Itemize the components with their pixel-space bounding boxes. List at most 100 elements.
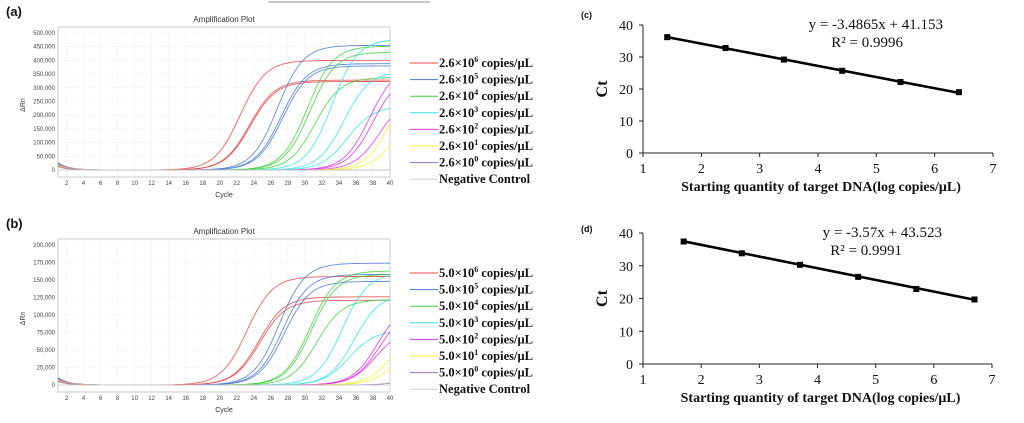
x-tick-label: 18 (199, 181, 206, 187)
trendline (683, 240, 975, 302)
x-tick-label: 22 (233, 396, 240, 402)
legend-entry: 2.6×104 copies/μL (439, 88, 533, 103)
legend-entry: 5.0×106 copies/μL (439, 265, 533, 280)
data-point (971, 296, 978, 303)
y-tick-label: 40 (619, 19, 633, 34)
x-tick-label: 3 (756, 373, 763, 388)
y-tick-label: 500,000 (33, 31, 55, 37)
y-tick-label: 125,000 (33, 296, 55, 302)
legend-entry: 5.0×104 copies/μL (439, 298, 533, 313)
x-tick-label: 40 (387, 396, 394, 402)
y-axis-label: ΔRn (20, 98, 27, 112)
x-tick-label: 6 (99, 396, 103, 402)
x-tick-label: 4 (814, 373, 821, 388)
y-tick-label: 0 (52, 383, 56, 389)
x-tick-label: 34 (336, 396, 343, 402)
legend-entry: 2.6×101 copies/μL (439, 138, 533, 153)
x-tick-label: 12 (148, 396, 155, 402)
x-tick-label: 32 (319, 181, 326, 187)
data-point (722, 45, 729, 52)
y-tick-label: 50,000 (37, 348, 56, 354)
r-squared: R² = 0.9991 (830, 243, 902, 259)
data-point (664, 34, 671, 41)
y-tick-label: 20 (619, 83, 633, 98)
y-tick-label: 350,000 (33, 72, 55, 78)
x-tick-label: 5 (873, 162, 880, 177)
x-tick-label: 6 (99, 181, 103, 187)
x-tick-label: 40 (387, 181, 394, 187)
legend-entry: 2.6×100 copies/μL (439, 155, 533, 170)
y-tick-label: 175,000 (33, 261, 55, 267)
data-point (780, 56, 787, 63)
x-tick-label: 1 (640, 373, 647, 388)
x-tick-label: 4 (82, 181, 86, 187)
x-tick-label: 10 (131, 181, 138, 187)
y-axis-label: Ct (594, 80, 611, 98)
panel-label-a: (a) (6, 4, 22, 19)
x-tick-label: 1 (640, 162, 647, 177)
y-tick-label: 450,000 (33, 45, 55, 51)
x-tick-label: 28 (285, 396, 292, 402)
data-point (955, 89, 962, 96)
y-tick-label: 10 (619, 115, 633, 130)
amplification-plot-a: Amplification Plot 0 50,000 100,000 150,000 2… (20, 15, 533, 199)
x-tick-label: 2 (698, 162, 705, 177)
x-tick-label: 30 (302, 181, 309, 187)
data-point (796, 261, 803, 268)
x-tick-label: 38 (370, 396, 377, 402)
y-axis-label: Ct (594, 289, 611, 307)
legend-entry: 2.6×103 copies/μL (439, 105, 533, 120)
legend-entry: Negative Control (439, 172, 531, 186)
y-tick-label: 10 (619, 325, 633, 340)
x-tick-label: 32 (319, 396, 326, 402)
y-tick-label: 30 (619, 260, 633, 275)
trendline (666, 35, 960, 95)
x-tick-label: 4 (82, 396, 86, 402)
x-tick-label: 7 (990, 162, 997, 177)
x-tick-label: 30 (302, 396, 309, 402)
amplification-plot-b: Amplification Plot 0 25,000 50,000 75,000 100… (20, 227, 533, 414)
y-tick-label: 40 (619, 227, 633, 242)
x-tick-label: 28 (285, 181, 292, 187)
standard-curve-c: 0 10 20 30 40 1 2 3 4 5 6 7 Starting quantity of tar… (594, 17, 997, 195)
x-tick-label: 6 (931, 162, 938, 177)
x-tick-label: 18 (199, 396, 206, 402)
x-tick-label: 16 (182, 396, 189, 402)
legend-entry: 5.0×102 copies/μL (439, 331, 533, 346)
x-tick-label: 24 (250, 181, 257, 187)
y-tick-label: 20 (619, 293, 633, 308)
x-tick-label: 2 (65, 181, 69, 187)
x-axis-label: Starting quantity of target DNA(log copi… (681, 180, 961, 195)
x-tick-label: 6 (930, 373, 937, 388)
x-tick-label: 20 (216, 396, 223, 402)
x-tick-label: 26 (267, 396, 274, 402)
x-tick-label: 12 (148, 181, 155, 187)
y-tick-label: 0 (626, 147, 633, 162)
data-point (913, 286, 920, 293)
legend-entry: 5.0×103 copies/μL (439, 315, 533, 330)
x-tick-label: 22 (233, 181, 240, 187)
chart-title: Amplification Plot (193, 15, 255, 24)
x-tick-label: 2 (65, 396, 69, 402)
x-tick-label: 34 (336, 181, 343, 187)
legend-entry: 2.6×105 copies/μL (439, 72, 533, 87)
x-tick-label: 5 (872, 373, 879, 388)
y-tick-label: 50,000 (37, 154, 56, 160)
y-tick-label: 75,000 (37, 331, 56, 337)
x-axis-label: Cycle (215, 192, 233, 199)
panel-label-d: (d) (581, 224, 593, 234)
y-tick-label: 150,000 (33, 278, 55, 284)
x-tick-label: 3 (756, 162, 763, 177)
standard-curve-d: 0 10 20 30 40 1 2 3 4 5 6 7 Starting quantity of tar… (594, 225, 996, 406)
legend-entry: 2.6×106 copies/μL (439, 55, 533, 70)
y-tick-label: 100,000 (33, 141, 55, 147)
x-axis-label: Cycle (215, 407, 233, 414)
data-point (738, 250, 745, 257)
y-tick-label: 150,000 (33, 127, 55, 133)
x-tick-label: 38 (370, 181, 377, 187)
x-tick-label: 2 (698, 373, 705, 388)
y-tick-label: 0 (52, 168, 56, 174)
trendline-equation: y = -3.57x + 43.523 (823, 225, 942, 241)
y-tick-label: 300,000 (33, 86, 55, 92)
